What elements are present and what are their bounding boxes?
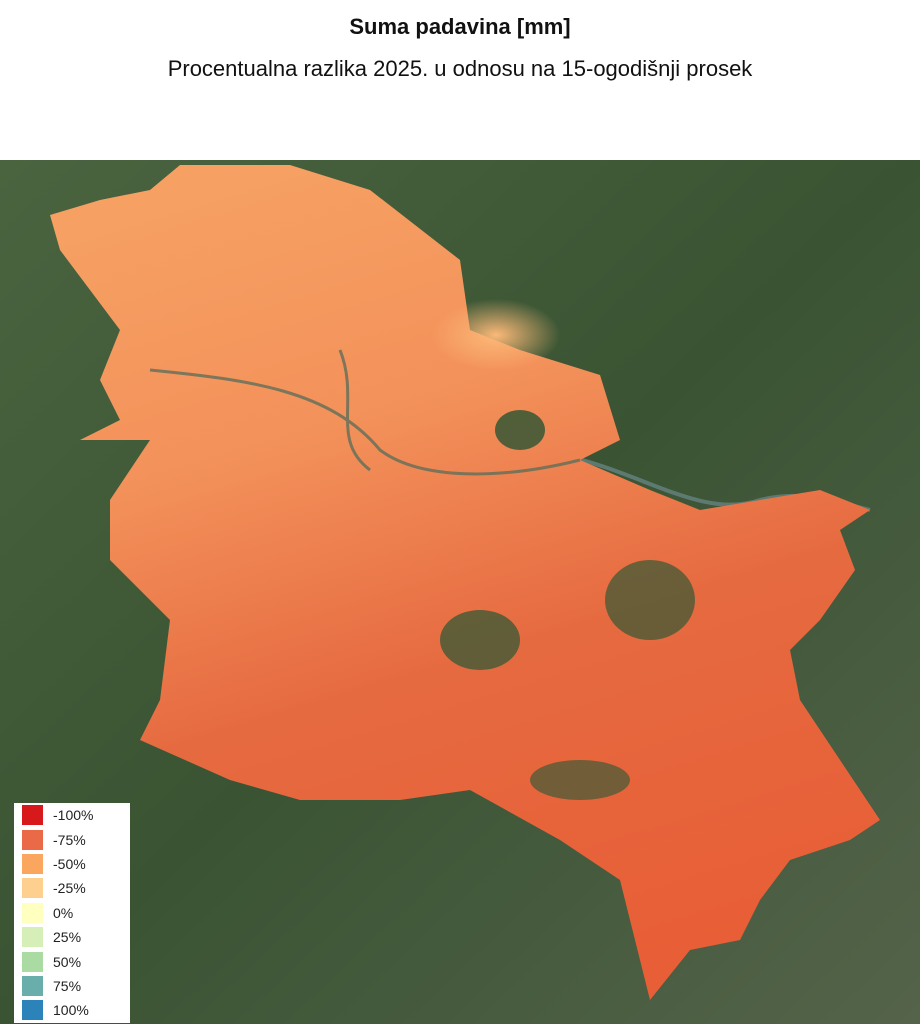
legend-swatch <box>22 853 43 874</box>
precipitation-map <box>0 160 920 1024</box>
legend-swatch <box>22 829 43 850</box>
serbia-region <box>50 165 880 1000</box>
legend-label: 50% <box>53 953 82 970</box>
legend-swatch <box>22 1000 43 1021</box>
legend-item: 75% <box>14 974 130 998</box>
legend-item: 25% <box>14 925 130 949</box>
legend: -100% -75% -50% -25% 0% 25% 50% 75% 100% <box>14 803 130 1023</box>
legend-label: -75% <box>53 831 86 848</box>
forest-patch <box>530 760 630 800</box>
legend-item: 0% <box>14 901 130 925</box>
legend-swatch <box>22 878 43 899</box>
legend-label: -50% <box>53 855 86 872</box>
north-highlight <box>320 290 640 470</box>
legend-item: -100% <box>14 803 130 827</box>
legend-item: -50% <box>14 852 130 876</box>
legend-swatch <box>22 951 43 972</box>
legend-swatch <box>22 975 43 996</box>
legend-label: -25% <box>53 880 86 897</box>
legend-swatch <box>22 927 43 948</box>
legend-label: -100% <box>53 807 94 824</box>
legend-item: 100% <box>14 998 130 1022</box>
map-title: Suma padavina [mm] <box>349 14 571 39</box>
legend-label: 75% <box>53 977 82 994</box>
legend-label: 0% <box>53 904 74 921</box>
legend-item: -75% <box>14 827 130 851</box>
legend-item: -25% <box>14 876 130 900</box>
legend-label: 100% <box>53 1002 89 1019</box>
map-subtitle: Procentualna razlika 2025. u odnosu na 1… <box>167 56 753 81</box>
river-network <box>149 349 581 476</box>
legend-swatch <box>22 902 43 923</box>
forest-patch <box>440 610 520 670</box>
legend-label: 25% <box>53 929 82 946</box>
forest-patch <box>495 410 545 450</box>
legend-swatch <box>22 805 43 826</box>
legend-item: 50% <box>14 949 130 973</box>
forest-patch <box>605 560 695 640</box>
